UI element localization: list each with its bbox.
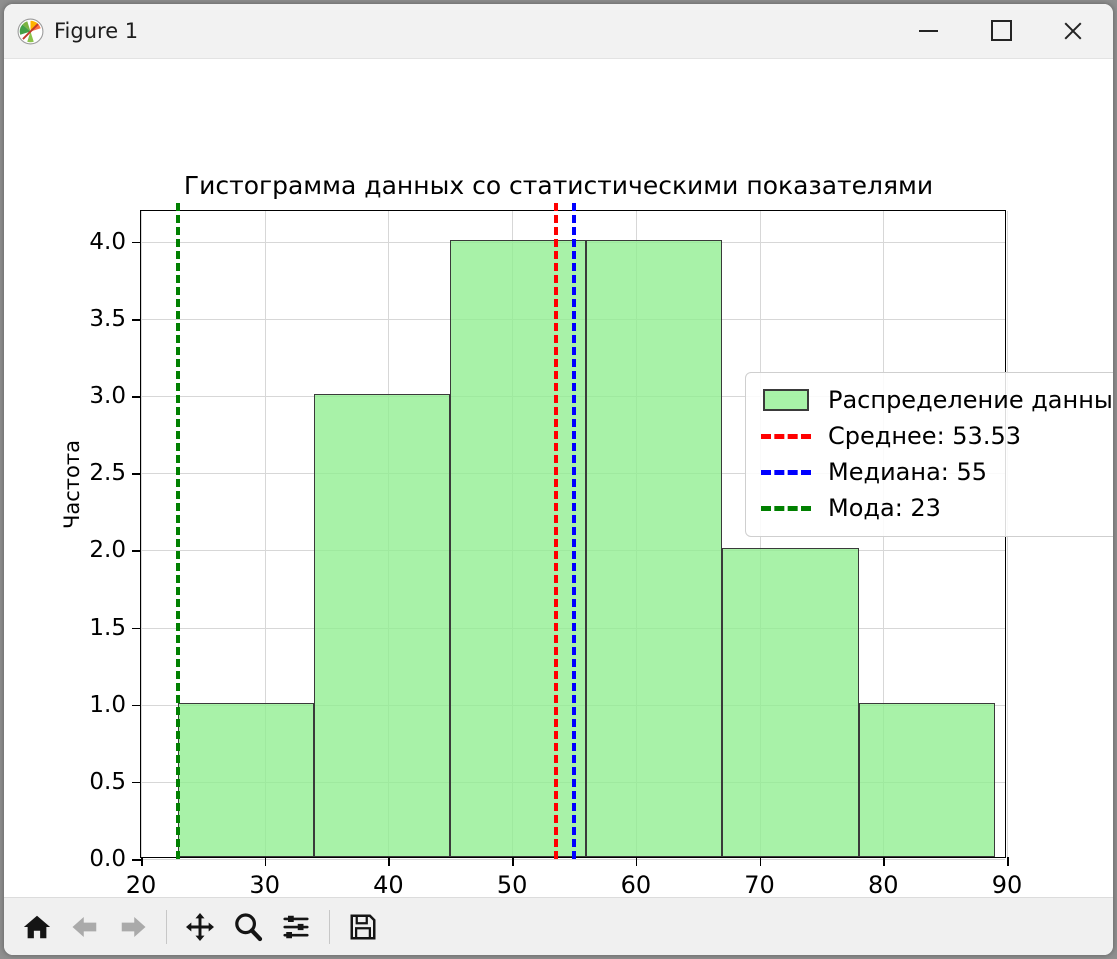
x-tick-mark	[388, 857, 391, 866]
y-tick-label: 3.0	[89, 383, 126, 410]
legend-dash-swatch	[761, 433, 811, 439]
forward-arrow-icon	[121, 916, 146, 937]
figure-canvas[interactable]: Гистограмма данных со статистическими по…	[4, 59, 1113, 931]
y-tick-label: 2.5	[89, 460, 126, 487]
legend-key	[758, 433, 814, 439]
x-tick-mark	[759, 857, 762, 866]
legend-dash-swatch	[761, 469, 811, 475]
legend-key	[758, 389, 814, 411]
histogram-bar	[586, 239, 723, 857]
sliders-icon	[283, 915, 309, 938]
y-tick-label: 3.5	[89, 306, 126, 332]
back-arrow-icon	[72, 916, 97, 937]
x-tick-mark	[1007, 857, 1009, 866]
y-tick-mark	[132, 550, 141, 553]
grid-line-vertical	[141, 211, 142, 857]
histogram-bar	[858, 702, 995, 857]
legend-key	[758, 469, 814, 475]
back-button[interactable]	[61, 903, 109, 951]
grid-line-vertical	[264, 211, 266, 857]
y-tick-mark	[132, 396, 141, 398]
histogram-bar	[450, 239, 587, 857]
legend: Распределение данных Среднее: 53.53 Медиан…	[745, 372, 1113, 537]
forward-button[interactable]	[109, 903, 157, 951]
y-tick-label: 1.5	[89, 614, 126, 641]
grid-line-horizontal	[141, 859, 1005, 860]
close-button[interactable]	[1037, 4, 1109, 57]
window-title: Figure 1	[54, 19, 139, 43]
y-tick-mark	[132, 319, 141, 321]
x-tick-label: 60	[620, 871, 652, 899]
x-tick-label: 50	[496, 871, 528, 899]
chart-title: Гистограмма данных со статистическими по…	[183, 171, 934, 200]
close-icon	[1062, 20, 1084, 42]
minimize-icon	[918, 29, 938, 32]
y-tick-label: 0.0	[89, 846, 126, 872]
home-icon	[23, 915, 51, 938]
figure-window: Figure 1 Гистограмма данных со статистич…	[4, 4, 1113, 955]
vline-mean	[553, 203, 558, 859]
x-tick-label: 30	[249, 871, 280, 899]
y-tick-label: 1.0	[89, 691, 126, 718]
legend-dash-swatch	[761, 505, 811, 511]
x-tick-mark	[512, 857, 514, 866]
y-tick-mark	[132, 473, 141, 475]
title-bar: Figure 1	[4, 4, 1113, 59]
toolbar-separator	[329, 909, 330, 944]
y-tick-mark	[132, 241, 141, 244]
legend-entry: Медиана: 55	[758, 454, 1113, 490]
histogram-bar	[722, 548, 859, 857]
pan-move-icon	[186, 912, 214, 941]
vline-median	[572, 203, 576, 859]
y-tick-mark	[132, 704, 141, 707]
navigation-toolbar	[4, 897, 1113, 955]
save-button[interactable]	[339, 903, 387, 951]
configure-subplots-button[interactable]	[272, 903, 320, 951]
y-tick-mark	[132, 781, 141, 784]
maximize-button[interactable]	[965, 4, 1037, 57]
y-tick-label: 4.0	[89, 228, 126, 255]
y-tick-label: 2.0	[89, 537, 126, 564]
legend-label: Среднее: 53.53	[828, 422, 1021, 450]
legend-label: Распределение данных	[828, 386, 1113, 414]
matplotlib-icon	[17, 18, 44, 45]
toolbar-separator	[166, 909, 167, 944]
x-tick-mark	[883, 857, 885, 866]
plot-area[interactable]: 0.0 0.5 1.0 1.5 2.0 2.5 3.0 3.5 4.0 20 30 40 50 60 70…	[89, 203, 1113, 899]
legend-label: Медиана: 55	[828, 458, 988, 486]
x-tick-label: 90	[991, 871, 1023, 899]
y-tick-mark	[132, 627, 141, 630]
x-tick-label: 80	[868, 871, 899, 899]
y-tick-mark	[132, 859, 141, 861]
legend-entry: Среднее: 53.53	[758, 418, 1113, 454]
maximize-icon	[990, 20, 1012, 41]
y-tick-label: 0.5	[89, 768, 126, 795]
legend-label: Мода: 23	[828, 494, 941, 522]
floppy-disk-icon	[350, 914, 376, 939]
x-tick-label: 20	[125, 871, 157, 899]
histogram-bar	[178, 702, 315, 857]
minimize-button[interactable]	[892, 4, 964, 57]
x-tick-mark	[141, 857, 143, 866]
legend-key	[758, 505, 814, 511]
pan-button[interactable]	[176, 903, 224, 951]
x-tick-mark	[264, 857, 267, 866]
legend-patch-swatch	[763, 389, 809, 411]
legend-entry: Распределение данных	[758, 382, 1113, 418]
legend-entry: Мода: 23	[758, 490, 1113, 526]
x-tick-mark	[635, 857, 638, 866]
zoom-button[interactable]	[224, 903, 272, 951]
y-axis-label: Частота	[60, 440, 84, 529]
home-button[interactable]	[13, 903, 61, 951]
vline-mode	[176, 203, 181, 859]
x-tick-label: 40	[373, 871, 404, 899]
histogram-bar	[314, 394, 451, 857]
magnifier-icon	[235, 912, 263, 941]
x-tick-label: 70	[744, 871, 775, 899]
